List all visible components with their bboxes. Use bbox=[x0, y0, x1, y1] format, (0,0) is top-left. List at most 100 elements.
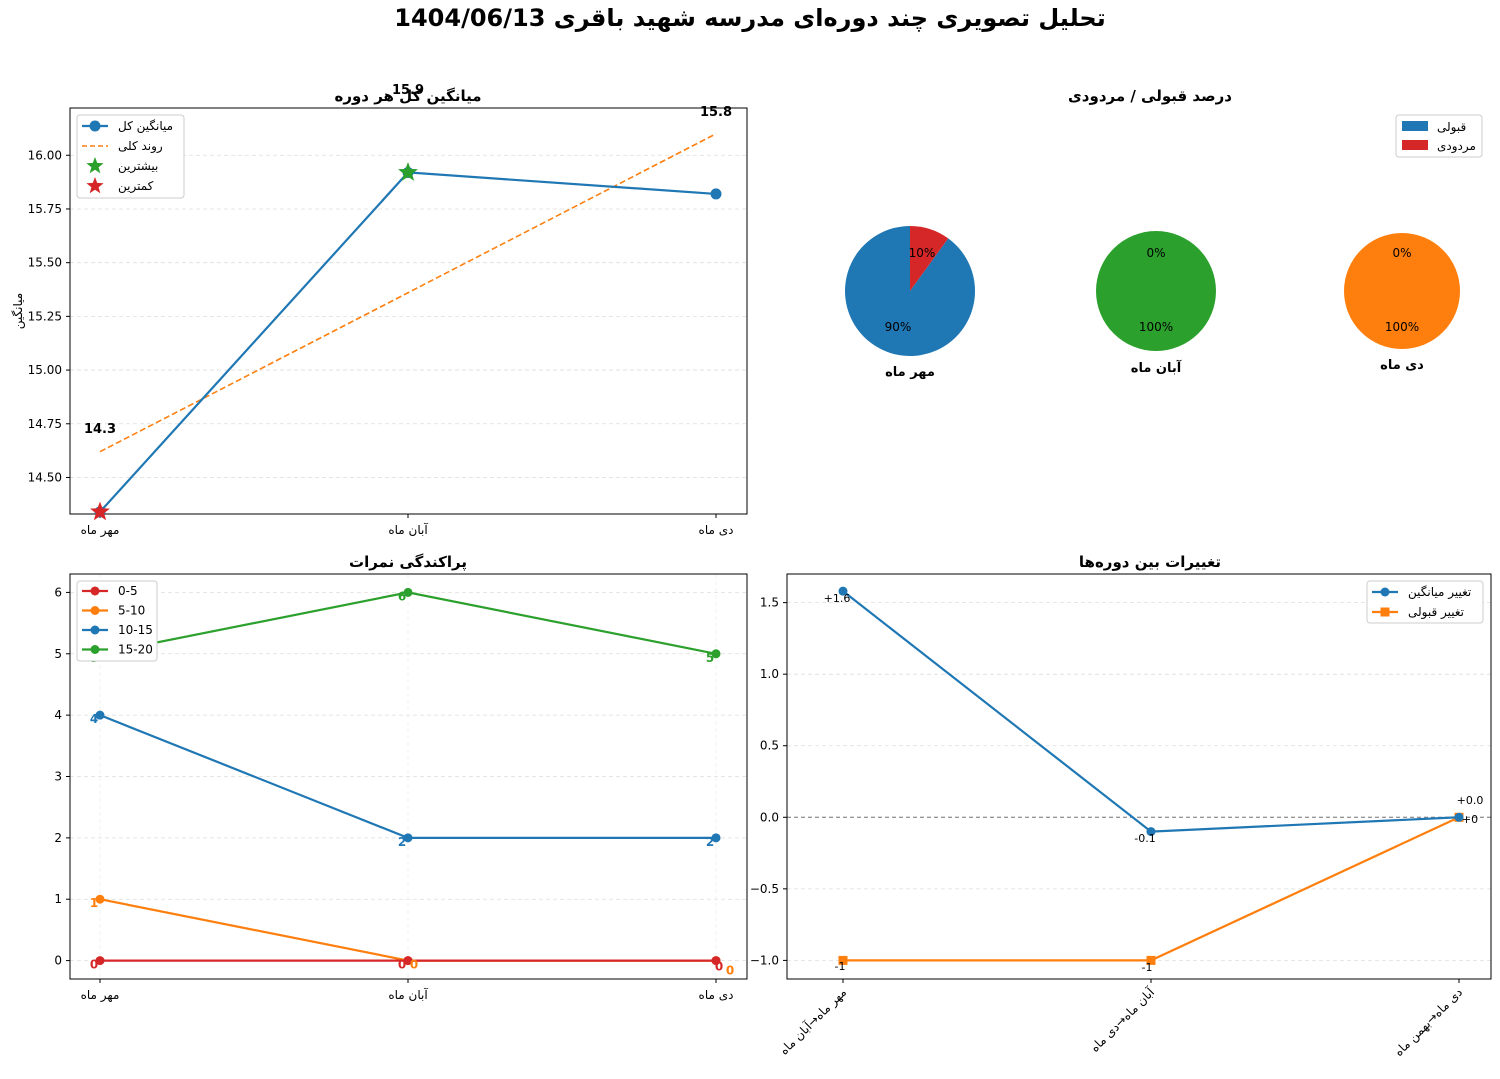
legend-box bbox=[76, 114, 185, 199]
slice-label: 0% bbox=[1146, 246, 1165, 260]
x-tick-label: مهر ماه bbox=[81, 988, 120, 1003]
slice-label: 100% bbox=[1139, 320, 1173, 334]
data-label: -1 bbox=[1142, 961, 1153, 974]
data-label: 1 bbox=[90, 896, 98, 910]
y-tick-label: 1 bbox=[54, 892, 62, 906]
data-point-square bbox=[838, 955, 848, 965]
legend-label: 15-20 bbox=[118, 643, 153, 657]
star-marker-min bbox=[90, 501, 110, 521]
chart-average: 14.50 14.75 15.00 15.25 15.50 15.75 16.00 مهر م… bbox=[11, 83, 748, 538]
data-label: 0 bbox=[410, 958, 418, 972]
chart-title: تغییرات بین دوره‌ها bbox=[1079, 553, 1221, 571]
data-point bbox=[403, 587, 413, 597]
y-tick-label: 2 bbox=[54, 831, 62, 845]
legend-label: مردودی bbox=[1437, 139, 1476, 154]
legend-swatch-marker bbox=[1380, 587, 1390, 597]
data-point bbox=[710, 188, 722, 200]
pie-slice bbox=[1096, 231, 1216, 351]
y-tick-label: 0.5 bbox=[760, 739, 779, 753]
data-label: 2 bbox=[706, 835, 714, 849]
data-point bbox=[95, 956, 105, 966]
x-tick-label: دی ماه bbox=[699, 988, 734, 1002]
y-tick-label: 6 bbox=[54, 585, 62, 599]
y-tick-label: 1.0 bbox=[760, 667, 779, 681]
y-tick-label: 5 bbox=[54, 647, 62, 661]
legend-swatch bbox=[1402, 140, 1428, 150]
data-label: +1.6 bbox=[824, 592, 851, 605]
data-label: 0 bbox=[726, 964, 734, 978]
y-tick-label: 15.50 bbox=[28, 256, 62, 270]
data-label: -1 bbox=[835, 960, 846, 973]
data-point bbox=[403, 833, 413, 843]
plot-frame bbox=[786, 573, 1492, 980]
pie-label: دی ماه bbox=[1380, 358, 1424, 373]
data-label: 6 bbox=[398, 589, 406, 603]
data-label: +0.0 bbox=[1457, 794, 1484, 807]
pie-label: آبان ماه bbox=[1131, 359, 1182, 376]
data-point-square bbox=[1146, 955, 1156, 965]
data-label: 0 bbox=[90, 958, 98, 972]
legend-label: قبولی bbox=[1437, 120, 1466, 135]
figure-title: تحلیل تصویری چند دوره‌ای مدرسه شهید باقر… bbox=[394, 4, 1106, 32]
y-tick-label: 15.25 bbox=[28, 309, 62, 323]
data-label: -0.1 bbox=[1134, 832, 1155, 845]
data-label: 0 bbox=[398, 958, 406, 972]
y-tick-label: 14.50 bbox=[28, 470, 62, 484]
data-label: 4 bbox=[90, 712, 98, 726]
legend-swatch-star bbox=[86, 157, 104, 174]
legend-label: 5-10 bbox=[118, 604, 145, 618]
y-tick-label: −0.5 bbox=[750, 882, 779, 896]
data-label: 0 bbox=[715, 960, 723, 974]
y-tick-label: 0.0 bbox=[760, 810, 779, 824]
pie-slice bbox=[845, 226, 976, 356]
chart-title: میانگین کل هر دوره bbox=[334, 87, 481, 105]
data-point bbox=[711, 649, 721, 659]
legend-label: تغییر میانگین bbox=[1408, 585, 1471, 600]
y-tick-label: 4 bbox=[54, 708, 62, 722]
legend-swatch-star bbox=[86, 177, 104, 194]
data-point bbox=[95, 710, 105, 720]
series-line-trend bbox=[99, 133, 717, 453]
legend-swatch-marker bbox=[90, 586, 100, 596]
data-label: 14.3 bbox=[84, 422, 116, 437]
legend-swatch-marker bbox=[90, 645, 100, 654]
legend-box bbox=[76, 580, 158, 662]
x-tick-label: مهر ماه bbox=[81, 523, 120, 538]
legend-swatch-marker bbox=[90, 606, 100, 615]
y-tick-label: 1.5 bbox=[760, 596, 779, 610]
data-label: 2 bbox=[398, 835, 406, 849]
legend-swatch bbox=[1402, 121, 1428, 131]
legend-swatch-marker bbox=[89, 120, 101, 132]
slice-label: 100% bbox=[1385, 320, 1419, 334]
y-axis-label: میانگین bbox=[11, 293, 26, 329]
y-tick-label: 16.00 bbox=[28, 148, 62, 162]
slice-label: 90% bbox=[885, 320, 912, 334]
x-tick-label: دی ماه bbox=[699, 523, 734, 537]
legend-swatch-marker bbox=[90, 625, 100, 635]
chart-title: درصد قبولی / مردودی bbox=[1068, 87, 1232, 105]
chart-pass-fail: درصد قبولی / مردودی 10% 90% مهر ماه 0% 100% آب… bbox=[845, 87, 1483, 380]
slice-label: 0% bbox=[1392, 246, 1411, 260]
series-line-average-change bbox=[842, 590, 1460, 833]
series-line-average bbox=[99, 171, 717, 513]
chart-changes: −1.0 −0.5 0.0 0.5 1.0 1.5 مهر ماه→آبان ماه آبان… bbox=[750, 553, 1492, 1060]
slice-label: 10% bbox=[909, 246, 936, 260]
pie-slice bbox=[1344, 233, 1460, 349]
x-tick-label: مهر ماه→آبان ماه bbox=[776, 985, 850, 1059]
data-point bbox=[1146, 827, 1156, 837]
legend-label: بیشترین bbox=[118, 159, 158, 174]
y-tick-label: 14.75 bbox=[28, 417, 62, 431]
series-line-5-10 bbox=[99, 898, 716, 962]
x-tick-label: آبان ماه bbox=[388, 522, 428, 537]
data-point bbox=[95, 894, 105, 904]
x-tick-label: آبان ماه bbox=[388, 987, 428, 1002]
data-point bbox=[711, 833, 721, 843]
y-tick-label: 3 bbox=[54, 770, 62, 784]
y-tick-label: 15.75 bbox=[28, 202, 62, 216]
data-point bbox=[838, 586, 848, 596]
legend-swatch-marker bbox=[1380, 607, 1390, 617]
star-marker-max bbox=[398, 161, 418, 181]
chart-title: پراکندگی نمرات bbox=[349, 553, 467, 572]
y-tick-label: 15.00 bbox=[28, 363, 62, 377]
